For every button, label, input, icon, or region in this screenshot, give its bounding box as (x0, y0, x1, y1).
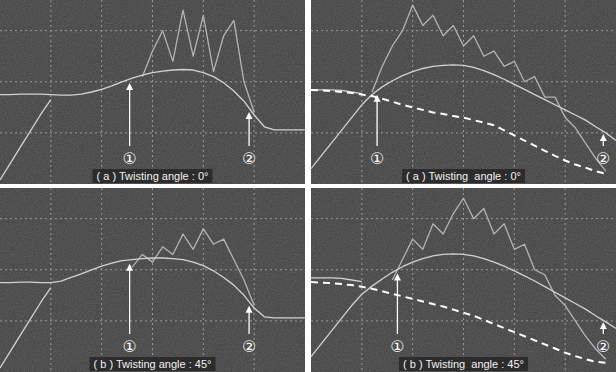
series-line (0, 288, 51, 368)
annotation-arrowhead (600, 134, 607, 141)
series-line (311, 282, 606, 363)
annotation-label: ① (390, 337, 404, 356)
caption-background (402, 169, 525, 183)
caption-background (93, 169, 213, 183)
annotation-arrow (129, 89, 130, 146)
grid-line (463, 0, 464, 184)
plot-area (0, 10, 305, 180)
annotation-label: ② (242, 337, 256, 356)
caption: ( a ) Twisting angle : 0° (93, 169, 213, 183)
grid-line (50, 0, 51, 184)
grid-line (311, 30, 616, 31)
panel-background (311, 188, 616, 372)
grid-line (101, 0, 102, 184)
annotation-arrow (376, 101, 377, 146)
series-line (0, 70, 305, 130)
grid-line (0, 81, 305, 82)
annotation-arrowhead (126, 83, 133, 90)
caption: ( b ) Twisting angle : 45° (90, 357, 216, 371)
grid-line (0, 132, 305, 133)
grid-line (565, 0, 566, 184)
panel-grain (311, 188, 616, 372)
annotation-arrowhead (246, 112, 253, 119)
panel: ① ② ( b ) Twisting angle : 45° (311, 188, 616, 372)
panel-grain (0, 0, 305, 184)
grid-line (152, 188, 153, 372)
grid-line (203, 188, 204, 372)
caption-background (90, 357, 216, 371)
annotation-label: ① (122, 337, 136, 356)
grid-line (0, 30, 305, 31)
grid-line (361, 188, 362, 372)
figure: ① ② ( a ) Twisting angle : 0° ① ② ( b ) Twist… (0, 0, 616, 372)
panel-background (0, 188, 305, 372)
grid-line (311, 320, 616, 321)
panel-grain (0, 188, 305, 372)
series-line (311, 90, 606, 174)
annotation-label: ② (242, 149, 256, 168)
panel-background (311, 0, 616, 184)
annotation-arrow (129, 270, 130, 334)
annotation-label: ① (122, 149, 136, 168)
plot-area (311, 198, 616, 363)
caption-text: ( b ) Twisting angle : 45° (94, 358, 212, 370)
grid-line (361, 0, 362, 184)
caption: ( a ) Twisting angle : 0° (402, 169, 525, 183)
caption-background (399, 357, 528, 371)
annotation-arrowhead (394, 274, 401, 281)
grid-line (0, 320, 305, 321)
plot-area (0, 229, 305, 368)
series-line (372, 5, 606, 171)
annotation-arrow (248, 312, 249, 334)
grid-line (50, 188, 51, 372)
grid-line (412, 0, 413, 184)
annotation-arrow (397, 280, 398, 334)
caption-text: ( a ) Twisting angle : 0° (97, 170, 209, 182)
series-line (311, 65, 616, 169)
caption: ( b ) Twisting angle : 45° (399, 357, 528, 371)
panel: ① ② ( a ) Twisting angle : 0° (0, 0, 305, 184)
panel-grain (311, 0, 616, 184)
series-line (0, 100, 51, 180)
grid-line (311, 269, 616, 270)
series-line (311, 278, 362, 282)
grid-line (565, 188, 566, 372)
annotation-label: ① (370, 149, 384, 168)
panel: ① ② ( a ) Twisting angle : 0° (311, 0, 616, 184)
annotation-arrowhead (600, 322, 607, 329)
plot-area (311, 5, 616, 174)
grid-line (0, 218, 305, 219)
grid-line (101, 188, 102, 372)
caption-text: ( b ) Twisting angle : 45° (403, 358, 524, 370)
panel-background (0, 0, 305, 184)
grid-line (0, 269, 305, 270)
grid-line (412, 188, 413, 372)
annotation-arrowhead (374, 95, 381, 102)
series-line (142, 10, 254, 112)
annotation-arrowhead (246, 306, 253, 313)
grid-line (203, 0, 204, 184)
series-line (0, 258, 305, 318)
panel: ① ② ( b ) Twisting angle : 45° (0, 188, 305, 372)
grid-line (514, 0, 515, 184)
annotation-arrowhead (126, 264, 133, 271)
annotation-label: ② (596, 337, 610, 356)
grid-line (311, 81, 616, 82)
series-line (392, 198, 605, 359)
series-line (311, 254, 616, 357)
caption-text: ( a ) Twisting angle : 0° (406, 170, 521, 182)
grid-line (311, 132, 616, 133)
annotation-label: ② (596, 149, 610, 168)
series-line (132, 229, 254, 306)
grid-line (514, 188, 515, 372)
grid-line (152, 0, 153, 184)
grid-line (311, 218, 616, 219)
grid-line (463, 188, 464, 372)
annotation-arrow (248, 118, 249, 146)
